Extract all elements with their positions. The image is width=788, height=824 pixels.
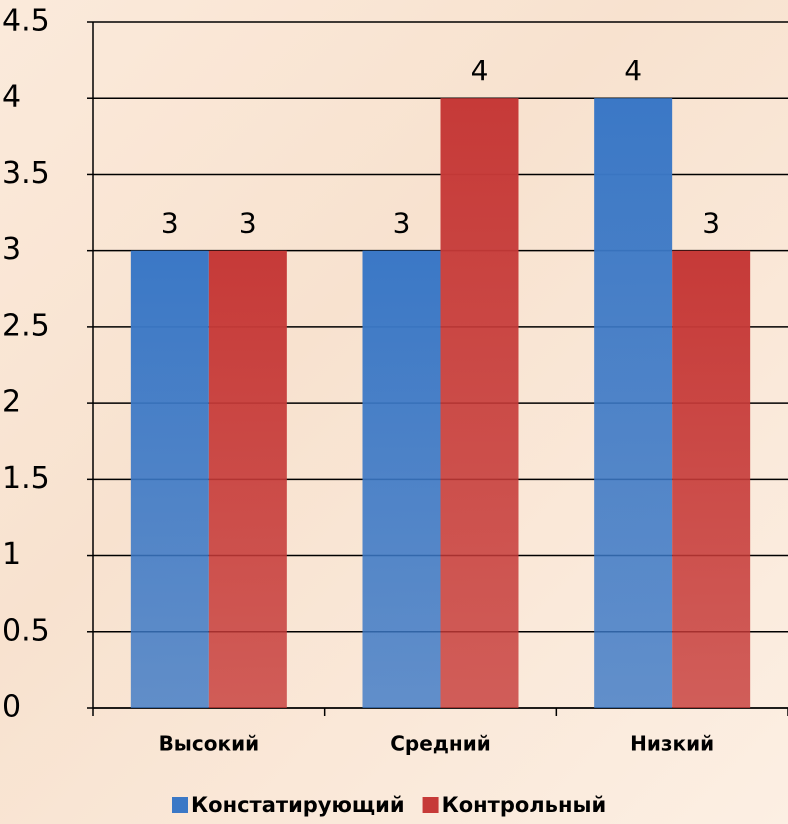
value-label: 3 [702, 207, 720, 240]
bar [672, 250, 751, 708]
y-tick-label: 2.5 [2, 308, 50, 343]
y-tick-label: 1.5 [2, 461, 50, 496]
y-tick-label: 3 [2, 232, 21, 267]
y-tick-label: 0.5 [2, 613, 50, 648]
value-label: 3 [239, 207, 257, 240]
y-tick-label: 0 [2, 690, 21, 725]
legend-label: Констатирующий [191, 793, 405, 817]
value-label: 3 [161, 207, 179, 240]
bar [362, 250, 441, 708]
y-tick-label: 1 [2, 537, 21, 572]
y-tick-label: 3.5 [2, 156, 50, 191]
bar [130, 250, 209, 708]
x-tick-label: Низкий [630, 732, 714, 756]
bar [440, 98, 519, 708]
x-tick-label: Средний [390, 732, 491, 756]
x-tick-label: Высокий [159, 732, 260, 756]
y-tick-label: 4 [2, 80, 21, 115]
bar [208, 250, 287, 708]
legend-label: Контрольный [442, 793, 607, 817]
y-tick-label: 4.5 [2, 4, 50, 39]
value-label: 3 [393, 207, 411, 240]
legend-swatch [422, 797, 439, 813]
bar [594, 98, 673, 708]
value-label: 4 [624, 54, 642, 87]
y-tick-label: 2 [2, 385, 21, 420]
value-label: 4 [471, 54, 489, 87]
legend-swatch [172, 797, 188, 813]
